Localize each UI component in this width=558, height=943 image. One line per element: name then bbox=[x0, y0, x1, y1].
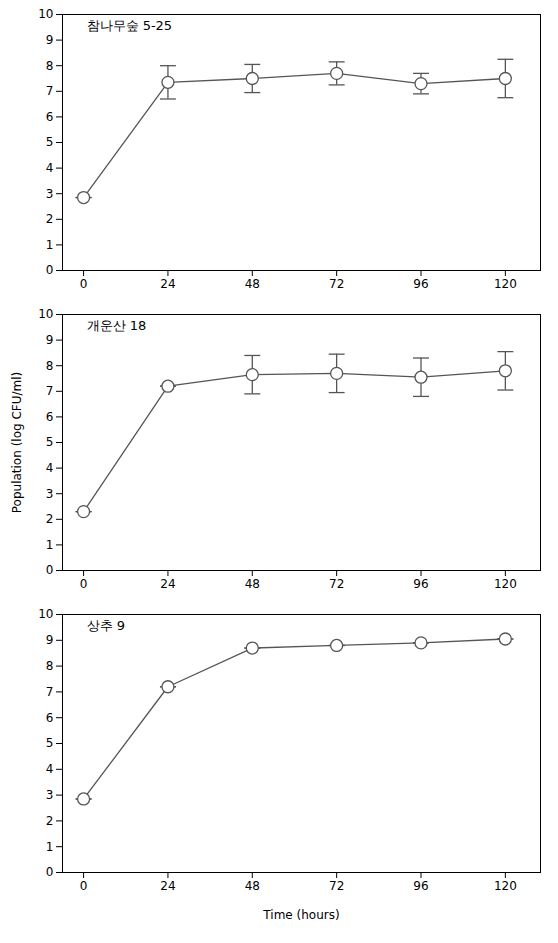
svg-text:120: 120 bbox=[494, 577, 517, 591]
svg-text:10: 10 bbox=[38, 307, 53, 321]
svg-text:24: 24 bbox=[160, 577, 175, 591]
svg-text:1: 1 bbox=[46, 238, 54, 252]
svg-text:개운산 18: 개운산 18 bbox=[87, 318, 147, 333]
svg-text:7: 7 bbox=[46, 685, 54, 699]
svg-text:3: 3 bbox=[46, 788, 54, 802]
svg-text:4: 4 bbox=[46, 161, 54, 175]
svg-text:0: 0 bbox=[80, 879, 88, 893]
svg-text:120: 120 bbox=[494, 277, 517, 291]
svg-text:6: 6 bbox=[46, 410, 54, 424]
svg-text:72: 72 bbox=[329, 577, 344, 591]
svg-text:8: 8 bbox=[46, 359, 54, 373]
svg-text:2: 2 bbox=[46, 814, 54, 828]
svg-text:96: 96 bbox=[413, 879, 428, 893]
svg-text:48: 48 bbox=[245, 577, 260, 591]
svg-text:10: 10 bbox=[38, 7, 53, 21]
svg-text:6: 6 bbox=[46, 711, 54, 725]
svg-text:8: 8 bbox=[46, 659, 54, 673]
svg-text:7: 7 bbox=[46, 384, 54, 398]
svg-text:Population (log CFU/ml): Population (log CFU/ml) bbox=[10, 372, 24, 513]
svg-text:상추 9: 상추 9 bbox=[87, 618, 125, 633]
svg-text:2: 2 bbox=[46, 212, 54, 226]
svg-text:0: 0 bbox=[46, 263, 54, 277]
svg-text:24: 24 bbox=[160, 277, 175, 291]
svg-text:24: 24 bbox=[160, 879, 175, 893]
svg-text:3: 3 bbox=[46, 187, 54, 201]
svg-text:96: 96 bbox=[413, 277, 428, 291]
svg-text:5: 5 bbox=[46, 435, 54, 449]
svg-text:0: 0 bbox=[80, 277, 88, 291]
svg-text:48: 48 bbox=[245, 277, 260, 291]
svg-text:1: 1 bbox=[46, 840, 54, 854]
svg-text:96: 96 bbox=[413, 577, 428, 591]
svg-text:72: 72 bbox=[329, 277, 344, 291]
svg-text:48: 48 bbox=[245, 879, 260, 893]
svg-text:Time (hours): Time (hours) bbox=[262, 908, 339, 922]
svg-text:5: 5 bbox=[46, 736, 54, 750]
svg-text:0: 0 bbox=[46, 563, 54, 577]
svg-text:1: 1 bbox=[46, 538, 54, 552]
svg-text:4: 4 bbox=[46, 461, 54, 475]
svg-text:9: 9 bbox=[46, 33, 54, 47]
svg-text:0: 0 bbox=[80, 577, 88, 591]
svg-text:9: 9 bbox=[46, 633, 54, 647]
svg-text:3: 3 bbox=[46, 487, 54, 501]
svg-text:120: 120 bbox=[494, 879, 517, 893]
svg-text:5: 5 bbox=[46, 135, 54, 149]
svg-text:8: 8 bbox=[46, 59, 54, 73]
svg-text:4: 4 bbox=[46, 762, 54, 776]
svg-text:참나무숲 5-25: 참나무숲 5-25 bbox=[87, 18, 173, 33]
svg-text:9: 9 bbox=[46, 333, 54, 347]
svg-text:2: 2 bbox=[46, 512, 54, 526]
svg-text:72: 72 bbox=[329, 879, 344, 893]
svg-text:0: 0 bbox=[46, 865, 54, 879]
svg-text:10: 10 bbox=[38, 607, 53, 621]
svg-text:6: 6 bbox=[46, 110, 54, 124]
svg-text:7: 7 bbox=[46, 84, 54, 98]
